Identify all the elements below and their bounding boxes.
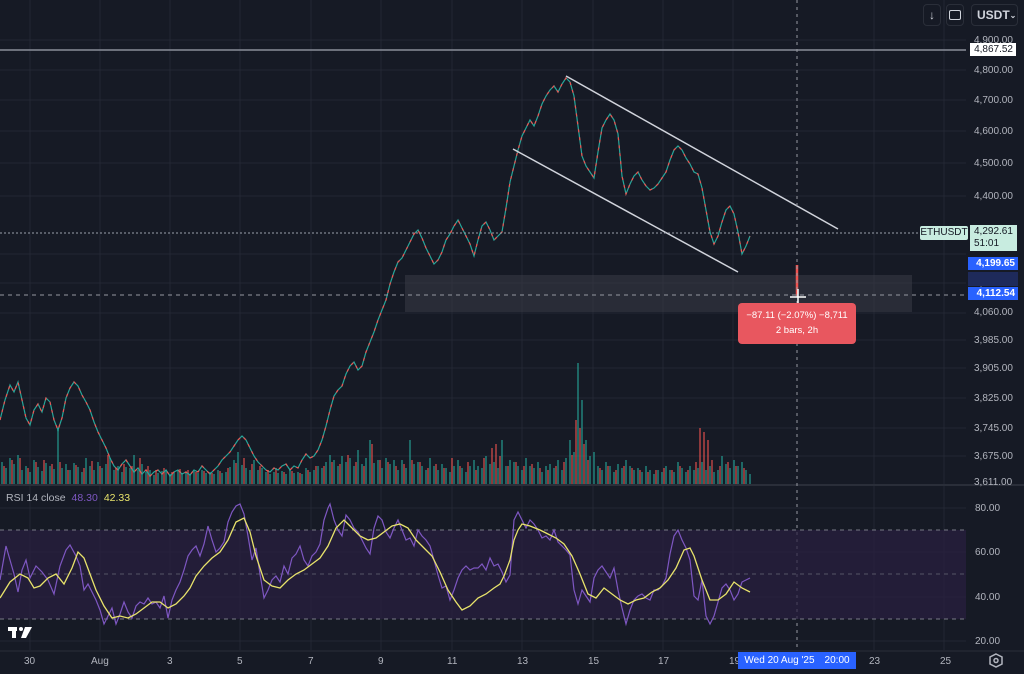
rsi-line [0, 502, 751, 627]
rsi-tick: 60.00 [975, 547, 1001, 558]
crosshair-time-tag: Wed 20 Aug '25 20:00 [738, 652, 856, 669]
measure-start-price-tag: 4,199.65 [968, 257, 1018, 270]
currency-select[interactable]: USDT ⌄ [971, 4, 1018, 26]
rsi-legend[interactable]: RSI 14 close 48.30 42.33 [6, 492, 130, 504]
chevron-down-icon: ⌄ [1009, 10, 1017, 20]
arrow-down-icon: ↓ [929, 8, 935, 22]
price-tick: 4,800.00 [974, 65, 1013, 76]
rsi-ma-line [0, 517, 751, 619]
time-tick: 7 [308, 656, 314, 667]
crosshair-price-tag: 4,112.54 [968, 287, 1018, 300]
measure-tooltip: −87.11 (−2.07%) −8,711 2 bars, 2h [738, 303, 856, 344]
price-tick: 4,700.00 [974, 95, 1013, 106]
rsi-tick: 40.00 [975, 592, 1001, 603]
download-button[interactable]: ↓ [923, 4, 941, 26]
time-tick: 3 [167, 656, 173, 667]
volume-histogram [1, 363, 751, 484]
price-tick: 4,900.00 [974, 35, 1013, 46]
price-tick: 3,675.00 [974, 451, 1013, 462]
currency-label: USDT [977, 8, 1010, 22]
price-tick: 3,905.00 [974, 363, 1013, 374]
fullscreen-icon [949, 10, 961, 20]
time-tick: Aug [91, 656, 109, 667]
crosshair-date: Wed 20 Aug '25 [744, 655, 815, 666]
time-tick: 23 [869, 656, 881, 667]
crosshair-time: 20:00 [824, 655, 850, 666]
crosshair-cursor-icon [790, 289, 806, 305]
tradingview-logo [8, 627, 32, 638]
rsi-title: RSI 14 close [6, 492, 66, 504]
price-tick: 4,060.00 [974, 307, 1013, 318]
symbol-tag: ETHUSDT [920, 226, 968, 240]
time-tick: 13 [517, 656, 529, 667]
price-tick: 4,600.00 [974, 126, 1013, 137]
settings-icon[interactable] [989, 653, 1003, 668]
time-tick: 15 [588, 656, 600, 667]
last-price: 4,292.61 [974, 226, 1013, 237]
last-price-tag: 4,292.61 51:01 [970, 225, 1017, 251]
price-tick: 4,400.00 [974, 191, 1013, 202]
price-tick: 3,745.00 [974, 423, 1013, 434]
high-line-price-tag: 4,867.52 [970, 43, 1016, 56]
measure-zone-axis [968, 272, 1018, 286]
time-tick: 30 [24, 656, 36, 667]
time-tick: 5 [237, 656, 243, 667]
rsi-tick: 80.00 [975, 503, 1001, 514]
rsi-ma-value: 42.33 [103, 492, 131, 504]
rsi-value: 48.30 [71, 492, 98, 504]
channel-lower-line[interactable] [512, 148, 739, 273]
time-tick: 19 [729, 656, 741, 667]
time-tick: 11 [447, 656, 458, 667]
time-tick: 17 [658, 656, 670, 667]
price-tick: 4,500.00 [974, 158, 1013, 169]
measure-change: −87.11 (−2.07%) −8,711 [746, 310, 848, 321]
price-tick: 3,825.00 [974, 393, 1013, 404]
price-tick: 3,985.00 [974, 335, 1013, 346]
measure-duration: 2 bars, 2h [775, 325, 819, 336]
fullscreen-button[interactable] [946, 4, 964, 26]
price-tick: 3,611.00 [974, 477, 1013, 488]
time-tick: 9 [378, 656, 384, 667]
time-tick: 25 [940, 656, 952, 667]
bar-countdown: 51:01 [974, 238, 1000, 249]
rsi-tick: 20.00 [975, 636, 1001, 647]
channel-upper-line[interactable] [565, 75, 839, 230]
